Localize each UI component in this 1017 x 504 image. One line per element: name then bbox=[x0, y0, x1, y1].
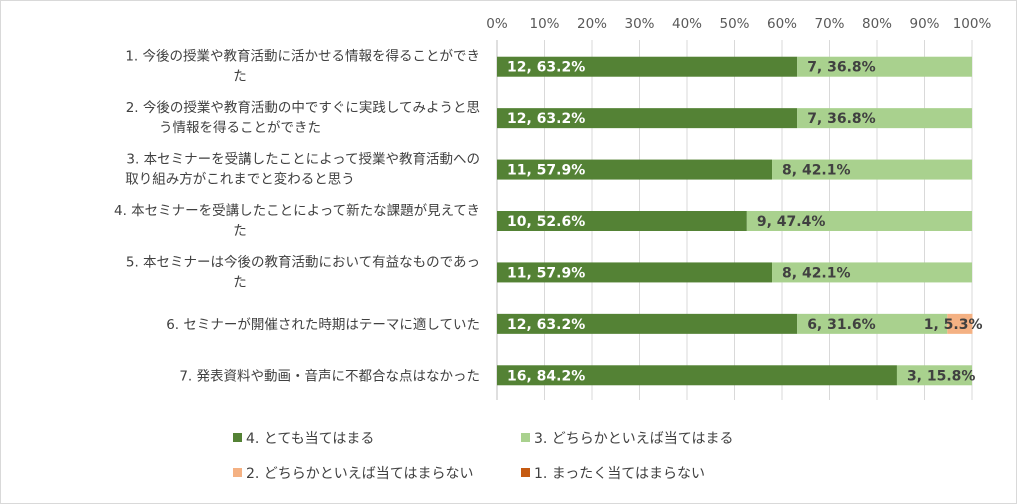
data-label: 12, 63.2% bbox=[507, 317, 585, 333]
x-tick-label: 70% bbox=[814, 16, 844, 32]
bar-segment bbox=[896, 365, 972, 386]
category-label: 7. 発表資料や動画・音声に不都合な点はなかった bbox=[179, 367, 480, 384]
data-label: 3, 15.8% bbox=[907, 368, 976, 384]
bar-segment bbox=[497, 56, 798, 77]
legend-label: 1. まったく当てはまらない bbox=[534, 466, 705, 482]
bar-segment bbox=[497, 313, 798, 334]
legend-label: 3. どちらかといえば当てはまる bbox=[534, 431, 734, 447]
data-label: 7, 36.8% bbox=[807, 111, 876, 127]
data-label: 1, 5.3% bbox=[924, 317, 983, 333]
x-tick-label: 50% bbox=[719, 16, 749, 32]
category-label: 4. 本セミナーを受講したことによって新たな課題が見えてき bbox=[114, 203, 480, 219]
data-label: 11, 57.9% bbox=[507, 265, 585, 281]
data-label: 8, 42.1% bbox=[782, 163, 851, 179]
bar-segment bbox=[497, 108, 798, 129]
x-tick-label: 10% bbox=[529, 16, 559, 32]
category-label: 5. 本セミナーは今後の教育活動において有益なものであっ bbox=[126, 254, 480, 270]
bar-segment bbox=[746, 211, 972, 231]
data-label: 9, 47.4% bbox=[757, 214, 826, 230]
legend-label: 4. とても当てはまる bbox=[246, 431, 374, 447]
x-tick-label: 40% bbox=[672, 16, 702, 32]
x-tick-label: 60% bbox=[767, 16, 797, 32]
data-label: 11, 57.9% bbox=[507, 163, 585, 179]
bar-segment bbox=[497, 211, 747, 231]
bar-segment bbox=[947, 313, 973, 334]
category-label: 1. 今後の授業や教育活動に活かせる情報を得ることができ bbox=[125, 48, 480, 65]
bar-segment bbox=[772, 159, 972, 180]
x-tick-label: 100% bbox=[953, 16, 992, 32]
bar-segment bbox=[797, 108, 972, 129]
category-label: た bbox=[233, 274, 247, 290]
category-label: た bbox=[233, 223, 247, 239]
legend-swatch bbox=[233, 433, 242, 442]
legend-swatch bbox=[521, 433, 530, 442]
bar-segment bbox=[497, 262, 773, 283]
bar-segment bbox=[497, 365, 897, 386]
data-label: 10, 52.6% bbox=[507, 214, 585, 230]
bar-segment bbox=[497, 159, 773, 180]
x-tick-label: 90% bbox=[909, 16, 939, 32]
category-label: た bbox=[233, 69, 247, 85]
category-label: 取り組み方がこれまでと変わると思う bbox=[125, 171, 355, 188]
legend-swatch bbox=[521, 468, 530, 477]
bar-segment bbox=[797, 313, 948, 334]
category-label: う情報を得ることができた bbox=[159, 119, 321, 136]
category-label: 3. 本セミナーを受講したことによって授業や教育活動への bbox=[126, 152, 480, 168]
data-label: 12, 63.2% bbox=[507, 111, 585, 127]
data-label: 6, 31.6% bbox=[807, 317, 876, 333]
category-label: 2. 今後の授業や教育活動の中ですぐに実践してみようと思 bbox=[126, 100, 480, 116]
legend-swatch bbox=[233, 468, 242, 477]
data-label: 16, 84.2% bbox=[507, 368, 585, 384]
x-tick-label: 0% bbox=[486, 16, 508, 32]
x-tick-label: 20% bbox=[577, 16, 607, 32]
bar-segment bbox=[797, 56, 972, 77]
bar-segment bbox=[772, 262, 972, 283]
data-label: 12, 63.2% bbox=[507, 60, 585, 76]
data-label: 8, 42.1% bbox=[782, 265, 851, 281]
x-tick-label: 80% bbox=[862, 16, 892, 32]
data-label: 7, 36.8% bbox=[807, 60, 876, 76]
x-tick-label: 30% bbox=[624, 16, 654, 32]
category-label: 6. セミナーが開催された時期はテーマに適していた bbox=[166, 316, 480, 333]
legend-label: 2. どちらかといえば当てはまらない bbox=[246, 466, 474, 482]
